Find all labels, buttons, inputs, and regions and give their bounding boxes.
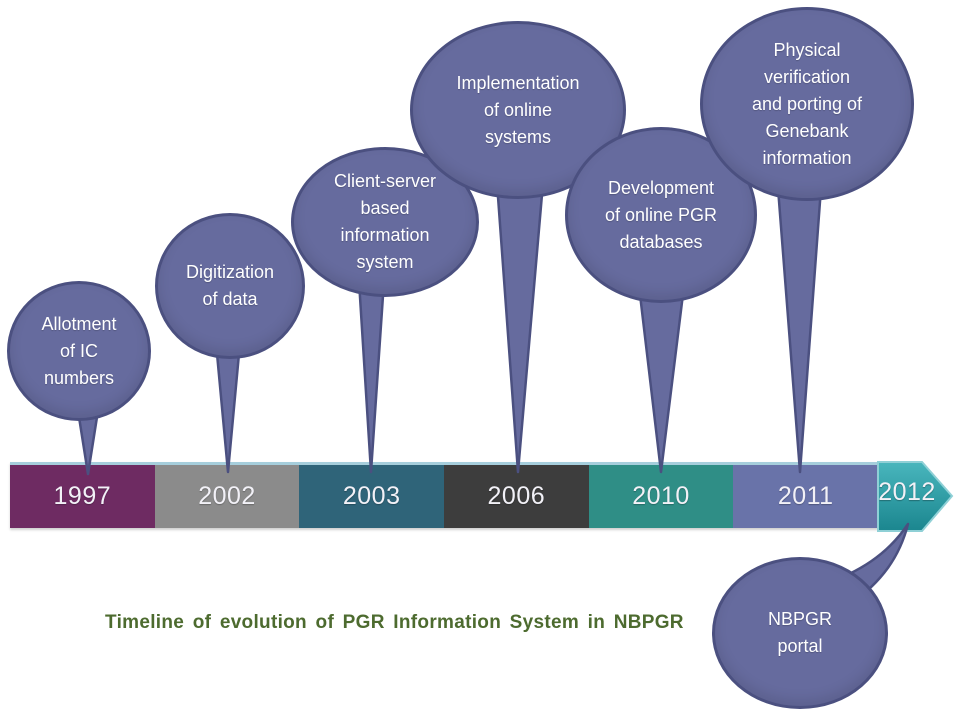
timeline-segment-1997: 1997 bbox=[10, 465, 155, 528]
bubble-implementation-online: Implementation of online systems bbox=[410, 21, 626, 199]
bubble-text: Development of online PGR databases bbox=[604, 177, 718, 252]
bubble-digitization-of-data: Digitization of data bbox=[155, 213, 305, 359]
year-label-2002: 2002 bbox=[198, 482, 256, 510]
bubble-text: Physical verification and porting of Gen… bbox=[751, 39, 863, 168]
bubble-nbpgr-portal: NBPGR portal bbox=[712, 557, 888, 709]
timeline-segment-2002: 2002 bbox=[154, 465, 300, 528]
year-label-2011: 2011 bbox=[777, 482, 834, 510]
bubble-allotment-ic-numbers: Allotment of IC numbers bbox=[7, 281, 151, 421]
bubble-text: Client-server based information system bbox=[333, 171, 437, 272]
timeline-bar: 1997 2002 2003 2006 2010 2011 bbox=[10, 462, 879, 528]
bubble-physical-verification: Physical verification and porting of Gen… bbox=[700, 7, 914, 201]
connector-2006 bbox=[495, 181, 545, 474]
bubble-text: Implementation of online systems bbox=[456, 72, 580, 147]
year-label-2012: 2012 bbox=[878, 478, 936, 506]
year-label-1997: 1997 bbox=[53, 482, 112, 510]
timeline-segment-2010: 2010 bbox=[588, 465, 734, 528]
connector-2010 bbox=[637, 284, 686, 474]
bubble-text: Allotment of IC numbers bbox=[41, 313, 117, 388]
connector-2002 bbox=[214, 341, 242, 474]
year-label-2006: 2006 bbox=[487, 482, 546, 510]
year-label-2010: 2010 bbox=[632, 482, 690, 510]
year-label-2003: 2003 bbox=[342, 482, 401, 510]
bubble-text: NBPGR portal bbox=[767, 609, 832, 656]
timeline-segment-2003: 2003 bbox=[299, 465, 445, 528]
timeline-segment-2011: 2011 bbox=[733, 465, 879, 528]
connector-2003 bbox=[357, 279, 386, 474]
bubble-text: Digitization of data bbox=[185, 262, 275, 309]
caption-title: Timeline of evolution of PGR Information… bbox=[105, 612, 684, 633]
timeline-segment-2006: 2006 bbox=[444, 465, 589, 528]
connector-2011 bbox=[776, 186, 823, 474]
